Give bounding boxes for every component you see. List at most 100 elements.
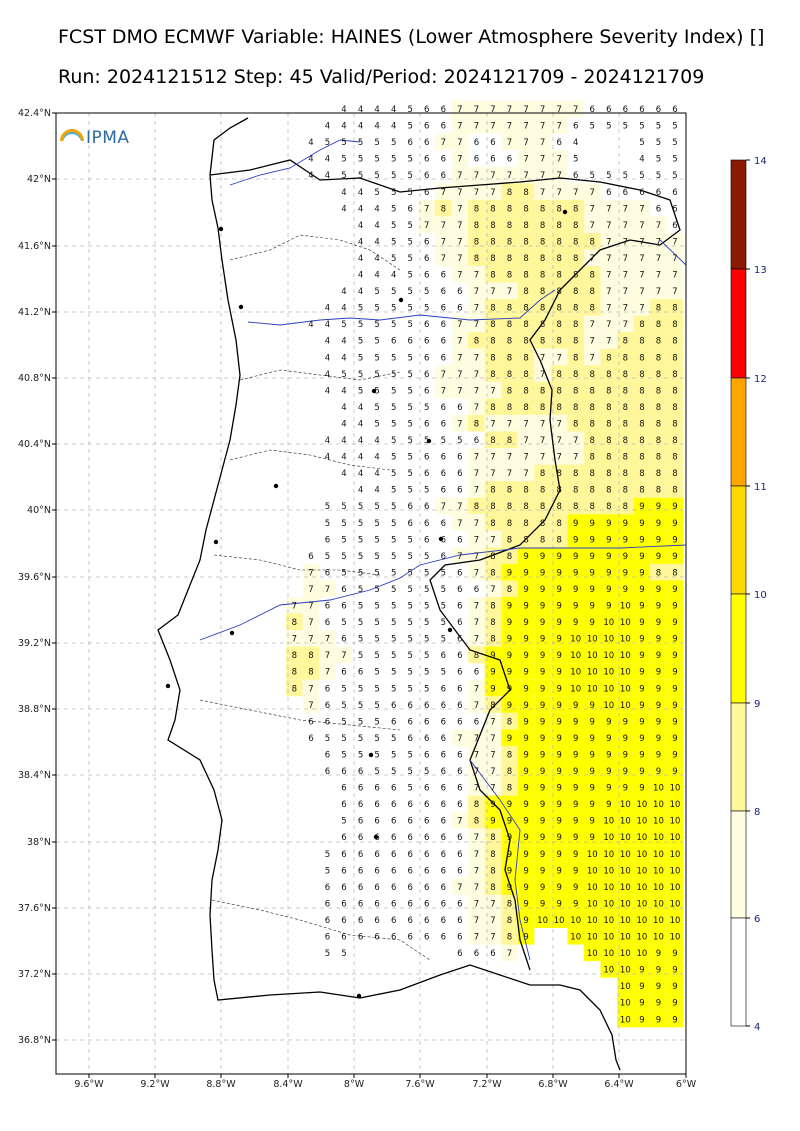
haines-cell [484, 712, 502, 730]
haines-value: 10 [670, 800, 681, 810]
haines-value: 7 [490, 535, 495, 545]
haines-value: 9 [556, 684, 561, 694]
colorbar-label: 6 [754, 914, 760, 925]
haines-value: 7 [292, 602, 297, 612]
haines-value: 9 [606, 552, 611, 562]
haines-cell [617, 514, 634, 531]
haines-value: 5 [374, 602, 379, 612]
haines-value: 7 [457, 188, 462, 198]
haines-cell [501, 646, 518, 664]
haines-value: 6 [341, 784, 346, 794]
haines-value: 10 [587, 684, 598, 694]
haines-value: 9 [556, 668, 561, 678]
haines-cell [633, 580, 651, 597]
haines-value: 7 [507, 287, 512, 297]
haines-value: 6 [441, 933, 446, 943]
haines-cell [534, 133, 551, 151]
haines-value: 5 [391, 403, 396, 413]
haines-cell [468, 894, 485, 912]
haines-cell [617, 994, 634, 1011]
haines-cell [435, 497, 452, 515]
haines-cell [468, 448, 485, 465]
haines-cell [666, 944, 684, 962]
haines-cell [550, 812, 568, 829]
haines-value: 10 [587, 850, 598, 860]
haines-value: 7 [474, 188, 479, 198]
haines-value: 5 [358, 618, 363, 628]
haines-value: 9 [556, 585, 561, 595]
haines-cell [550, 299, 568, 316]
haines-cell [468, 514, 485, 531]
haines-value: 5 [407, 684, 412, 694]
haines-cell [633, 630, 651, 647]
haines-value: 8 [672, 320, 677, 330]
haines-value: 9 [523, 850, 528, 860]
haines-value: 10 [636, 817, 647, 827]
haines-cell [534, 563, 551, 581]
haines-cell [600, 448, 618, 465]
haines-value: 8 [623, 469, 628, 479]
haines-cell [650, 481, 667, 498]
haines-value: 9 [523, 585, 528, 595]
haines-cell [484, 414, 502, 432]
haines-cell [567, 812, 584, 829]
haines-cell [633, 414, 651, 432]
haines-value: 8 [573, 502, 578, 512]
haines-cell [550, 745, 568, 763]
haines-value: 7 [474, 353, 479, 363]
haines-value: 6 [424, 850, 429, 860]
haines-value: 7 [325, 635, 330, 645]
haines-value: 8 [639, 403, 644, 413]
haines-value: 8 [540, 403, 545, 413]
haines-value: 7 [639, 221, 644, 231]
haines-value: 5 [341, 568, 346, 578]
haines-value: 9 [590, 800, 595, 810]
haines-cell [600, 530, 618, 548]
haines-value: 4 [374, 453, 379, 463]
haines-value: 6 [341, 850, 346, 860]
haines-value: 4 [341, 469, 346, 479]
haines-value: 9 [540, 883, 545, 893]
haines-value: 6 [374, 933, 379, 943]
haines-value: 6 [407, 883, 412, 893]
haines-value: 5 [325, 552, 330, 562]
haines-value: 8 [507, 535, 512, 545]
haines-value: 9 [523, 668, 528, 678]
haines-cell [468, 183, 485, 200]
haines-cell [567, 183, 584, 200]
haines-cell [666, 1010, 684, 1028]
haines-cell [468, 216, 485, 233]
haines-value: 7 [424, 204, 429, 214]
haines-value: 6 [474, 949, 479, 959]
haines-value: 5 [358, 701, 363, 711]
haines-value: 7 [474, 552, 479, 562]
haines-cell [501, 232, 518, 250]
haines-cell [666, 348, 684, 366]
haines-cell [633, 530, 651, 548]
haines-value: 8 [623, 502, 628, 512]
haines-value: 7 [540, 353, 545, 363]
haines-value: 9 [507, 602, 512, 612]
haines-value: 9 [623, 717, 628, 727]
haines-cell [468, 414, 485, 432]
haines-value: 7 [656, 237, 661, 247]
haines-value: 8 [573, 337, 578, 347]
haines-cell [650, 431, 667, 449]
haines-value: 8 [474, 237, 479, 247]
haines-cell [633, 944, 651, 962]
haines-value: 5 [441, 668, 446, 678]
haines-cell [567, 613, 584, 631]
haines-cell [534, 812, 551, 829]
haines-value: 9 [523, 734, 528, 744]
haines-value: 7 [540, 370, 545, 380]
haines-value: 7 [457, 155, 462, 165]
haines-cell [517, 414, 535, 432]
haines-value: 6 [325, 568, 330, 578]
haines-value: 7 [474, 403, 479, 413]
haines-value: 9 [656, 966, 661, 976]
haines-value: 6 [341, 767, 346, 777]
haines-value: 7 [556, 155, 561, 165]
haines-value: 7 [490, 916, 495, 926]
haines-value: 6 [325, 883, 330, 893]
haines-cell [451, 729, 469, 746]
